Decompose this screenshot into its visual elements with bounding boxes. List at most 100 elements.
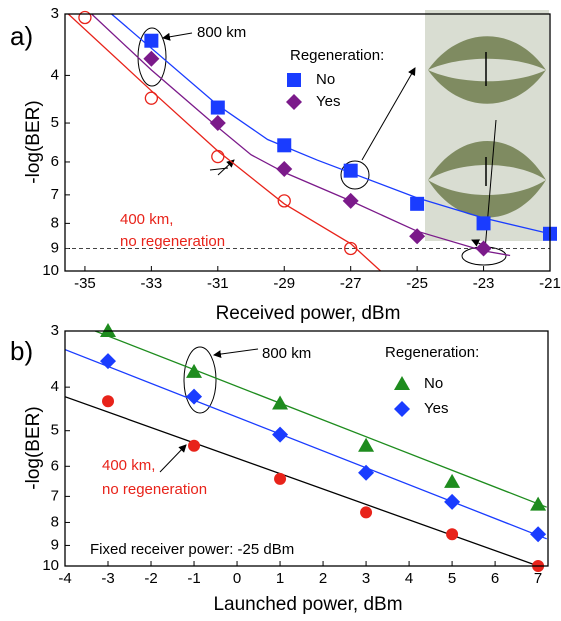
marker <box>102 395 115 408</box>
ellipse <box>340 160 370 190</box>
y-tick-label: 5 <box>51 114 59 131</box>
fit-line <box>94 331 547 508</box>
marker <box>276 160 293 177</box>
marker <box>475 240 492 257</box>
x-tick-label: -33 <box>141 275 163 292</box>
x-tick-label: 3 <box>362 570 370 587</box>
marker <box>210 100 225 115</box>
marker <box>530 526 547 543</box>
x-tick-label: -2 <box>144 570 157 587</box>
y-tick-label: 6 <box>51 153 59 170</box>
legend-marker <box>394 401 410 417</box>
x-tick-label: -23 <box>473 275 495 292</box>
eye-image <box>425 10 549 123</box>
marker <box>272 395 289 410</box>
legend-label: Yes <box>316 93 340 110</box>
x-tick-label: 0 <box>233 570 241 587</box>
marker <box>409 228 426 245</box>
panel-label: a) <box>10 21 33 51</box>
callouts <box>137 27 507 473</box>
fit-line <box>67 14 382 271</box>
y-axis-title: -log(BER) <box>23 406 44 489</box>
marker <box>476 216 491 231</box>
y-tick-label: 6 <box>51 457 59 474</box>
marker <box>344 241 358 256</box>
ellipse <box>183 346 217 414</box>
y-tick-label: 8 <box>51 513 59 530</box>
x-tick-label: -25 <box>406 275 428 292</box>
marker <box>272 426 289 443</box>
fit-line <box>65 348 547 540</box>
marker <box>211 149 225 164</box>
annotation: no regeneration <box>102 481 207 498</box>
marker <box>144 91 159 105</box>
marker <box>358 464 375 481</box>
x-tick-label: -27 <box>340 275 362 292</box>
y-tick-label: 8 <box>51 214 59 231</box>
x-tick-label: 1 <box>276 570 284 587</box>
x-tick-label: 6 <box>491 570 499 587</box>
y-tick-label: 7 <box>51 487 59 504</box>
y-tick-label: 3 <box>51 5 59 22</box>
panel-label: b) <box>10 336 33 366</box>
y-tick-label: 7 <box>51 186 59 203</box>
marker <box>78 10 92 25</box>
marker <box>444 493 461 510</box>
marker <box>144 33 159 48</box>
annotation: 800 km <box>262 345 311 362</box>
annotation: no regeneration <box>120 233 225 250</box>
marker <box>186 363 203 378</box>
x-tick-label: -1 <box>187 570 200 587</box>
legend-label: Yes <box>424 400 448 417</box>
x-axis-title: Received power, dBm <box>216 303 401 324</box>
annotation: 400 km, <box>102 457 155 474</box>
marker <box>277 138 292 153</box>
marker <box>274 472 287 485</box>
x-tick-label: -21 <box>539 275 561 292</box>
annotation: 400 km, <box>120 211 173 228</box>
legend-marker <box>287 73 301 87</box>
eye-shape <box>428 141 546 218</box>
y-tick-label: 10 <box>42 557 59 574</box>
marker <box>410 196 425 211</box>
fit-line <box>65 396 539 566</box>
marker <box>143 50 160 67</box>
x-tick-label: -3 <box>101 570 114 587</box>
marker <box>343 163 358 178</box>
x-tick-label: -31 <box>207 275 229 292</box>
annotation: 800 km <box>197 24 246 41</box>
marker <box>444 473 461 488</box>
x-axis-title: Launched power, dBm <box>213 594 402 615</box>
marker <box>342 192 359 209</box>
x-tick-label: -4 <box>58 570 71 587</box>
y-tick-label: 9 <box>51 239 59 256</box>
arrow <box>213 348 259 359</box>
arrow <box>162 32 193 41</box>
eye-shape <box>428 36 546 104</box>
legend-marker <box>394 376 410 390</box>
marker <box>358 437 375 452</box>
marker <box>100 323 117 337</box>
annotation: Fixed receiver power: -25 dBm <box>90 541 294 558</box>
plot-frame <box>64 13 551 272</box>
marker <box>530 496 547 511</box>
legend-label: No <box>424 375 443 392</box>
x-tick-label: -29 <box>273 275 295 292</box>
marker <box>277 194 291 208</box>
x-tick-label: 2 <box>319 570 327 587</box>
legend-title: Regeneration: <box>290 47 384 64</box>
x-tick-label: 4 <box>405 570 413 587</box>
x-tick-label: -35 <box>74 275 96 292</box>
x-tick-label: 5 <box>448 570 456 587</box>
legend-title: Regeneration: <box>385 344 479 361</box>
y-tick-label: 3 <box>51 322 59 339</box>
marker <box>100 353 117 370</box>
arrow <box>361 67 416 161</box>
legend-marker <box>286 94 302 110</box>
y-tick-label: 4 <box>51 378 59 395</box>
y-axis-title: -log(BER) <box>23 100 44 183</box>
y-tick-label: 10 <box>42 262 59 279</box>
eye-diagrams <box>425 10 549 241</box>
